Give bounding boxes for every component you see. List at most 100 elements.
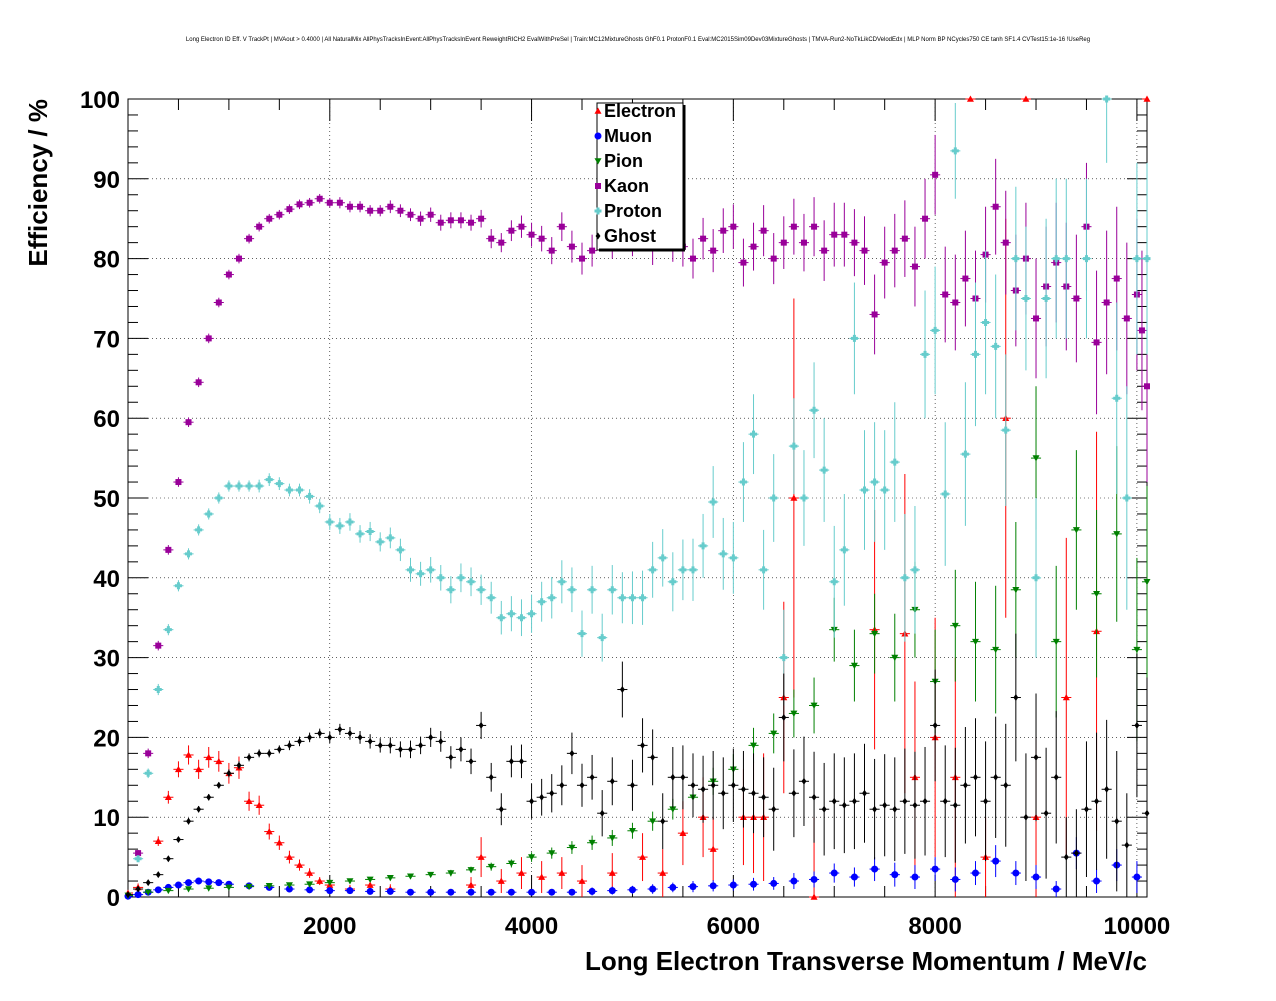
legend-marker-pion <box>594 158 602 165</box>
kaon-marker <box>770 255 777 262</box>
kaon-point <box>1101 230 1112 375</box>
kaon-marker <box>579 255 586 262</box>
muon-point <box>869 857 880 882</box>
kaon-marker <box>316 195 323 202</box>
electron-point <box>496 869 507 894</box>
series-proton <box>133 95 1151 863</box>
proton-marker <box>356 530 364 538</box>
proton-point <box>738 442 749 522</box>
electron-marker <box>477 853 485 860</box>
muon-marker <box>406 888 414 896</box>
pion-point <box>143 889 154 896</box>
pion-point <box>546 847 557 859</box>
ghost-marker <box>357 733 363 741</box>
ghost-marker <box>165 855 171 863</box>
kaon-marker <box>306 199 313 206</box>
legend-marker-proton <box>594 207 602 215</box>
electron-marker <box>608 869 616 876</box>
data-series <box>124 95 1151 900</box>
ghost-marker <box>892 805 898 813</box>
proton-point <box>607 565 618 615</box>
proton-marker <box>285 486 293 494</box>
electron-marker <box>265 828 273 835</box>
ghost-marker <box>458 745 464 753</box>
kaon-marker <box>821 247 828 254</box>
ghost-marker <box>579 781 585 789</box>
kaon-point <box>788 198 799 255</box>
ghost-point <box>657 793 668 850</box>
ghost-point <box>133 885 144 893</box>
kaon-point <box>879 226 890 299</box>
proton-marker <box>134 855 142 863</box>
kaon-marker <box>246 235 253 242</box>
electron-point <box>607 853 618 894</box>
ghost-marker <box>317 729 323 737</box>
pion-point <box>1141 486 1151 678</box>
series-ghost <box>125 633 1150 899</box>
proton-point <box>173 580 184 592</box>
pion-point <box>405 873 416 880</box>
ghost-point <box>496 793 507 826</box>
kaon-point <box>798 213 810 272</box>
ghost-point <box>637 718 648 773</box>
kaon-point <box>375 205 386 217</box>
kaon-marker <box>922 215 929 222</box>
legend-marker-muon <box>594 132 602 140</box>
pion-marker <box>1113 531 1121 538</box>
muon-marker <box>830 869 838 877</box>
proton-marker <box>316 502 324 510</box>
ghost-marker <box>145 879 151 887</box>
electron-marker <box>679 829 687 836</box>
ghost-point <box>919 746 931 856</box>
kaon-marker <box>205 335 212 342</box>
muon-marker <box>386 887 394 895</box>
kaon-marker <box>417 215 424 222</box>
ghost-point <box>415 736 426 755</box>
kaon-marker <box>508 227 515 234</box>
muon-point <box>1051 881 1062 897</box>
electron-marker <box>1143 95 1151 102</box>
electron-point <box>476 837 487 878</box>
legend-entries: Electron Muon Pion Kaon Proton Ghost <box>594 101 676 246</box>
proton-point <box>254 479 265 493</box>
ghost-marker <box>1013 694 1019 701</box>
proton-point <box>425 557 436 583</box>
ghost-marker <box>973 773 978 781</box>
proton-point <box>304 489 315 504</box>
kaon-point <box>516 215 527 238</box>
ghost-point <box>899 748 910 854</box>
proton-marker <box>1032 574 1040 582</box>
proton-point <box>889 402 900 522</box>
proton-marker <box>517 614 525 622</box>
proton-marker <box>215 494 223 502</box>
ghost-point <box>526 783 537 819</box>
proton-marker <box>689 566 697 574</box>
electron-point <box>254 795 265 815</box>
muon-marker <box>628 886 636 894</box>
ghost-point <box>314 728 325 739</box>
kaon-point <box>395 204 406 218</box>
ghost-marker <box>660 817 666 825</box>
kaon-marker <box>538 235 545 242</box>
electron-marker <box>306 869 314 876</box>
ghost-marker <box>186 817 191 825</box>
ghost-marker <box>206 793 212 801</box>
x-tick-label: 2000 <box>303 913 356 940</box>
legend-label-electron: Electron <box>604 101 676 121</box>
kaon-point <box>718 208 729 254</box>
ghost-marker <box>286 741 292 749</box>
proton-point <box>163 624 174 636</box>
muon-marker <box>467 888 475 896</box>
kaon-marker <box>689 255 696 262</box>
pion-point <box>203 885 214 892</box>
ghost-marker <box>761 793 767 801</box>
pion-marker <box>427 871 435 879</box>
pion-marker <box>487 863 495 871</box>
ghost-marker <box>418 741 424 749</box>
muon-marker <box>346 887 354 895</box>
ghost-point <box>233 761 245 770</box>
kaon-point <box>1091 270 1102 415</box>
proton-marker <box>417 570 425 578</box>
ghost-point <box>587 754 598 800</box>
ghost-point <box>698 755 709 823</box>
